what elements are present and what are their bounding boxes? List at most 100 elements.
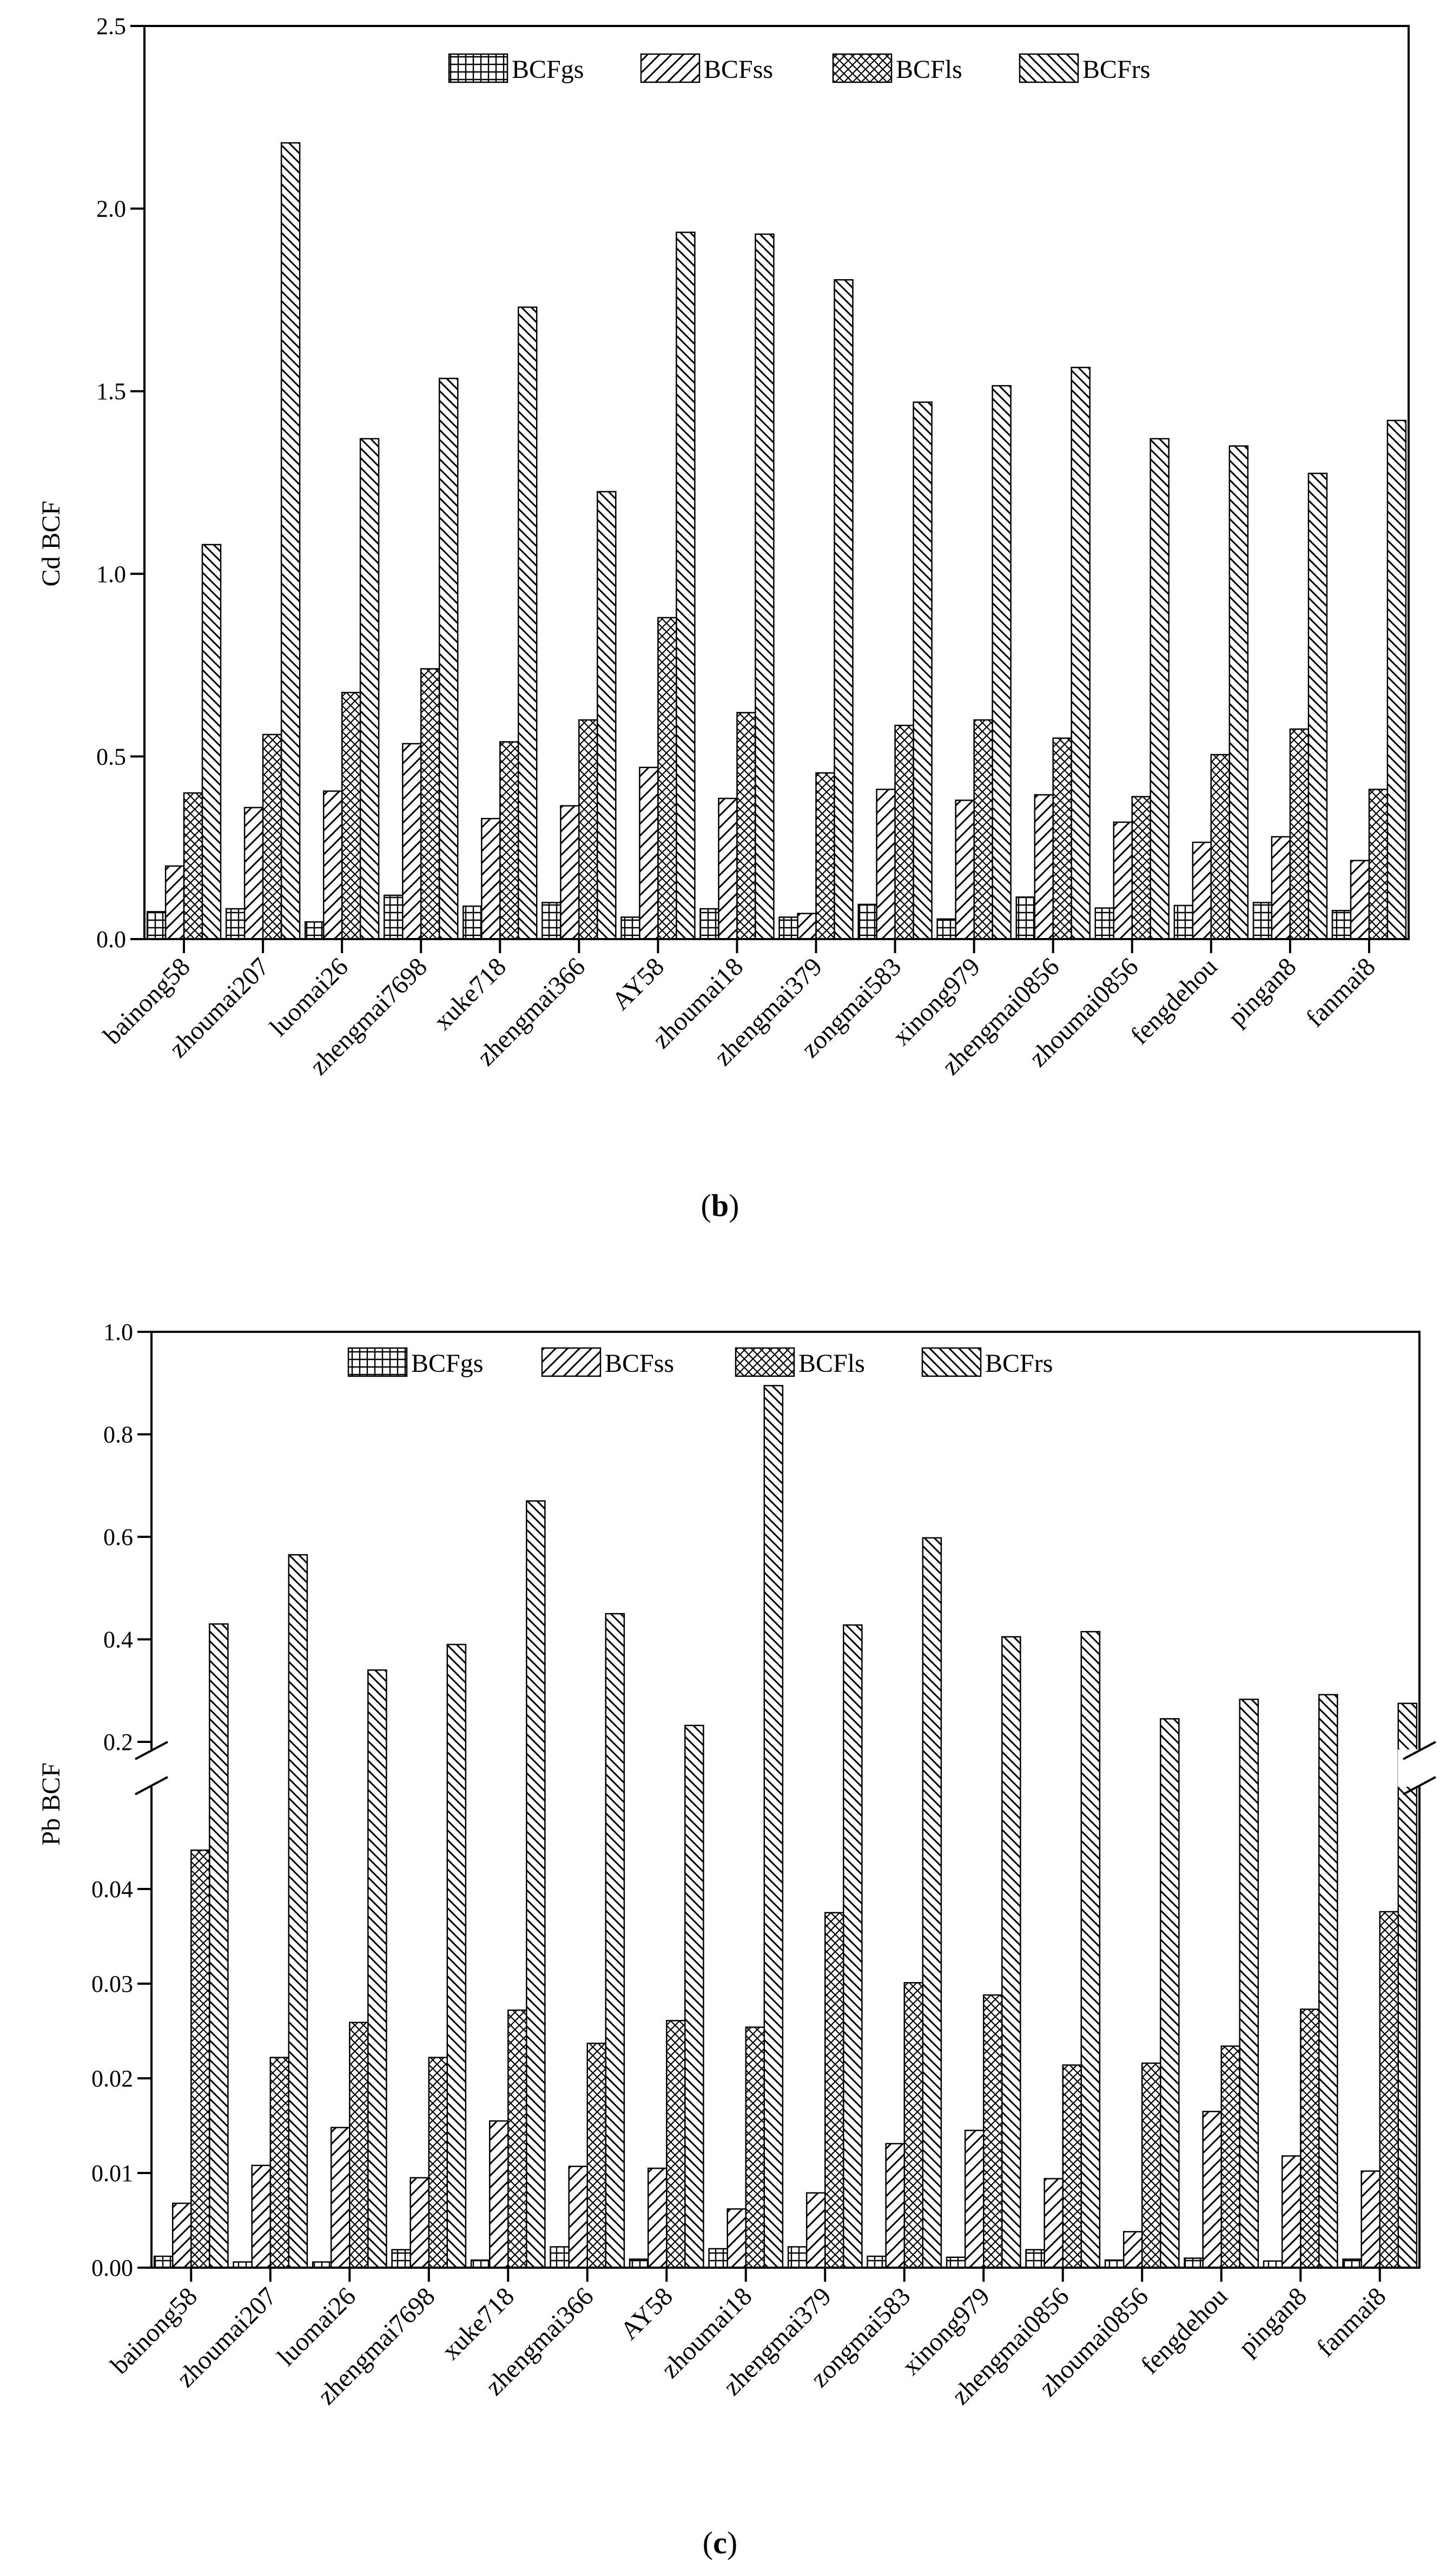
bar-BCFgs-AY58 xyxy=(620,916,640,940)
bar-BCFgs-zhoumai0856 xyxy=(1104,2259,1125,2269)
legend-label-BCFss: BCFss xyxy=(704,55,773,84)
bar-BCFgs-zhoumai207 xyxy=(225,908,246,940)
bar-BCFss-xinong979 xyxy=(964,2130,985,2269)
legend-label-BCFrs: BCFrs xyxy=(1082,55,1150,84)
y-tick-label: 1.0 xyxy=(96,561,126,587)
bar-BCFgs-pingan8 xyxy=(1252,902,1273,940)
bar-BCFls-xuke718 xyxy=(499,741,519,940)
bar-BCFgs-bainong58 xyxy=(153,2255,174,2269)
bar-BCFss-zhoumai207 xyxy=(251,2164,272,2269)
bar-BCFgs-zhengmai0856 xyxy=(1025,2249,1045,2269)
bar-BCFrs-fanmai8 xyxy=(1386,419,1407,940)
bar-BCFrs-xinong979 xyxy=(1001,1636,1021,2269)
bar-BCFss-zhoumai0856 xyxy=(1113,821,1133,940)
legend-swatch-BCFss xyxy=(640,53,701,83)
bar-BCFss-zhengmai7698 xyxy=(402,743,422,940)
y-tick-label: 0.03 xyxy=(91,1971,133,1997)
bar-BCFrs-luomai26 xyxy=(367,1669,387,2269)
bar-BCFrs-AY58 xyxy=(676,232,696,940)
bar-BCFrs-zhengmai379 xyxy=(834,279,854,940)
x-axis-ticks: bainong58zhoumai207luomai26zhengmai7698x… xyxy=(105,2268,1392,2410)
bar-BCFgs-AY58 xyxy=(629,2258,649,2269)
bar-BCFrs-zongmai583 xyxy=(913,401,933,940)
bar-BCFrs-zhengmai366 xyxy=(597,491,617,940)
x-tick-label: pingan8 xyxy=(1223,952,1302,1032)
bar-BCFls-fanmai8 xyxy=(1368,788,1389,940)
x-tick-label: fanmai8 xyxy=(1311,2282,1392,2362)
bar-BCFgs-zhengmai379 xyxy=(787,2246,808,2269)
axis-break-mark xyxy=(1403,1776,1436,1795)
bar-BCFss-AY58 xyxy=(647,2168,668,2269)
bar-BCFrs-zhoumai0856 xyxy=(1150,438,1170,940)
axis-break-gap xyxy=(1398,1749,1440,1787)
y-axis-label: Cd BCF xyxy=(37,501,65,587)
y-tick-label: 2.0 xyxy=(96,196,126,222)
bar-BCFgs-zhengmai366 xyxy=(550,2246,570,2269)
bar-BCFls-zhoumai18 xyxy=(736,712,756,940)
bar-BCFls-zhengmai0856 xyxy=(1062,2064,1082,2269)
bars xyxy=(153,1385,1418,2269)
bar-BCFgs-zhoumai0856 xyxy=(1094,907,1115,940)
legend-swatch-BCFgs xyxy=(448,53,508,83)
y-axis-ticks: 0.0 0.5 1.0 1.5 2.0 2.5 xyxy=(96,13,144,953)
bar-BCFls-pingan8 xyxy=(1289,728,1310,940)
bar-BCFgs-xinong979 xyxy=(946,2256,966,2269)
bar-BCFrs-zhengmai0856 xyxy=(1071,367,1091,940)
bar-BCFss-xuke718 xyxy=(488,2120,509,2269)
bar-BCFss-fengdehou xyxy=(1202,2111,1223,2269)
bar-BCFss-zhengmai379 xyxy=(805,2192,826,2269)
axis-break-mark xyxy=(135,1741,168,1760)
bar-BCFss-luomai26 xyxy=(330,2126,351,2269)
bar-BCFls-zhengmai379 xyxy=(824,1912,844,2269)
panel-caption: (c) xyxy=(703,2525,737,2560)
bar-BCFss-AY58 xyxy=(639,767,659,940)
bar-BCFgs-zhengmai7698 xyxy=(391,2249,411,2269)
bar-BCFgs-xuke718 xyxy=(470,2259,491,2269)
cd-bcf-chart: Cd BCF 0.0 0.5 1.0 1.5 2.0 2.5 bainong58zhoum… xyxy=(37,13,1410,1223)
bar-BCFss-zhengmai0856 xyxy=(1034,794,1054,940)
bar-BCFls-luomai26 xyxy=(341,691,361,940)
legend-swatch-BCFrs xyxy=(1019,53,1079,83)
bar-BCFgs-bainong58 xyxy=(146,911,167,940)
legend-label-BCFrs: BCFrs xyxy=(985,1349,1053,1378)
bar-BCFgs-zhoumai18 xyxy=(708,2248,728,2269)
y-tick-label: 0.02 xyxy=(91,2065,133,2092)
axis-break xyxy=(130,1741,1440,1795)
plot-frame xyxy=(150,1331,1421,2269)
bar-BCFls-zongmai583 xyxy=(894,724,914,940)
bar-BCFgs-xuke718 xyxy=(463,905,483,940)
bar-BCFrs-xinong979 xyxy=(992,385,1012,940)
x-tick-label: pingan8 xyxy=(1233,2282,1312,2361)
bar-BCFls-bainong58 xyxy=(190,1850,210,2269)
y-tick-label: 0.00 xyxy=(91,2255,133,2281)
bar-BCFls-zhengmai366 xyxy=(578,719,598,940)
bar-BCFrs-fengdehou xyxy=(1239,1699,1259,2269)
x-tick-label: fengdehou xyxy=(1125,952,1223,1050)
bar-BCFgs-fengdehou xyxy=(1184,2257,1204,2269)
x-tick-label: AY58 xyxy=(606,952,670,1015)
bar-BCFls-zhoumai0856 xyxy=(1131,796,1152,940)
bar-BCFgs-luomai26 xyxy=(304,921,325,940)
bar-BCFrs-fengdehou xyxy=(1228,445,1249,940)
bar-BCFgs-fanmai8 xyxy=(1342,2258,1362,2269)
axis-break-mark xyxy=(1403,1741,1436,1760)
bar-BCFgs-zongmai583 xyxy=(857,903,877,940)
bar-BCFrs-zhengmai7698 xyxy=(446,1643,467,2269)
legend: BCFgs BCFss BCFls BCFrs xyxy=(448,53,1150,84)
bar-BCFss-zhoumai18 xyxy=(718,797,738,940)
bar-BCFrs-bainong58 xyxy=(201,544,222,940)
bar-BCFss-fanmai8 xyxy=(1350,860,1370,940)
bar-BCFls-zhengmai366 xyxy=(586,2043,607,2269)
bar-BCFss-fengdehou xyxy=(1192,841,1212,940)
bar-BCFss-xuke718 xyxy=(481,817,501,940)
bar-BCFls-zhoumai18 xyxy=(745,2026,765,2269)
x-tick-label: AY58 xyxy=(615,2282,678,2345)
bar-BCFrs-zhoumai18 xyxy=(755,233,775,940)
y-axis-ticks: 0.00 0.01 0.02 0.03 0.04 0.2 0.4 0.6 0.8 1.0 xyxy=(91,1319,151,2281)
y-tick-label: 1.5 xyxy=(96,378,126,405)
bar-BCFss-zhoumai207 xyxy=(243,807,264,940)
legend-label-BCFss: BCFss xyxy=(605,1349,674,1378)
bar-BCFgs-zhengmai379 xyxy=(778,916,798,940)
bar-BCFls-xinong979 xyxy=(983,1994,1003,2269)
bar-BCFss-pingan8 xyxy=(1271,836,1291,940)
